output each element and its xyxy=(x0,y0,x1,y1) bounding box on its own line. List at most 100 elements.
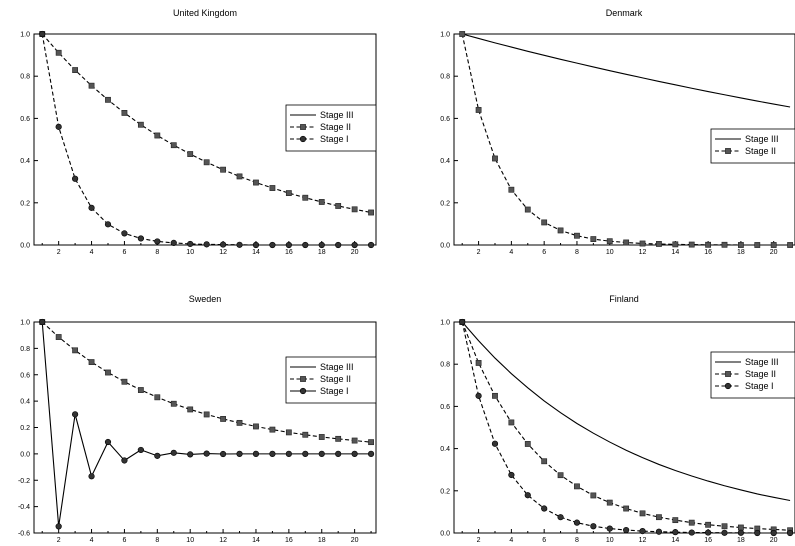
chart-panel-2: Denmark 0.0 0.2 0.4 0.6 0.8 1.0 2 4 6 8 10 12 14 16 18 2… xyxy=(440,8,795,256)
data-point xyxy=(606,499,613,506)
legend-marker xyxy=(299,387,307,395)
data-point xyxy=(252,241,260,249)
data-point xyxy=(285,241,292,249)
y-tick-label: 0.2 xyxy=(20,425,30,432)
data-point xyxy=(367,241,375,249)
data-point xyxy=(459,31,466,37)
y-tick-label: 0.8 xyxy=(20,74,30,81)
legend-marker xyxy=(725,148,731,154)
data-point xyxy=(269,450,276,457)
y-tick-label: 1.0 xyxy=(440,32,450,39)
legend: Stage III Stage II xyxy=(710,128,795,164)
data-point xyxy=(770,529,777,537)
data-point xyxy=(318,241,325,249)
x-tick-label: 2 xyxy=(57,249,61,256)
data-point xyxy=(187,240,194,248)
series-stage-ii xyxy=(459,319,793,534)
data-point xyxy=(754,529,761,537)
x-tick-label: 18 xyxy=(737,537,745,544)
x-tick-label: 20 xyxy=(351,249,359,256)
y-tick-label: 0.2 xyxy=(20,200,30,207)
x-tick-label: 16 xyxy=(285,537,293,544)
x-tick-label: 4 xyxy=(90,537,94,544)
x-tick-label: 8 xyxy=(155,249,159,256)
data-point xyxy=(187,451,194,458)
legend: Stage III Stage II Stage I xyxy=(285,104,377,152)
y-tick-label: 0.6 xyxy=(20,116,30,123)
data-point xyxy=(154,394,161,401)
legend-label: Stage III xyxy=(745,357,779,367)
data-point xyxy=(285,190,292,196)
x-tick-label: 6 xyxy=(122,249,126,256)
data-point xyxy=(88,204,95,211)
data-point xyxy=(590,236,597,242)
x-tick-label: 8 xyxy=(575,249,579,256)
data-point xyxy=(557,227,564,234)
x-tick-label: 18 xyxy=(318,249,326,256)
data-point xyxy=(656,241,662,247)
data-point xyxy=(557,472,564,479)
legend-label: Stage III xyxy=(320,110,354,120)
data-point xyxy=(269,241,276,249)
y-tick-label: 0.6 xyxy=(440,116,450,123)
data-point xyxy=(573,519,581,526)
data-point xyxy=(475,360,482,366)
data-point xyxy=(269,185,276,191)
data-point xyxy=(285,429,292,436)
y-tick-label: 1.0 xyxy=(20,320,30,327)
data-point xyxy=(88,473,95,480)
data-point xyxy=(105,369,111,376)
data-point xyxy=(154,238,161,245)
data-point xyxy=(302,194,309,201)
data-point xyxy=(590,523,597,530)
data-point xyxy=(335,203,342,209)
series-line xyxy=(41,321,372,527)
series-stage-iii xyxy=(461,321,791,502)
data-point xyxy=(252,450,260,457)
data-point xyxy=(590,492,597,499)
x-tick-label: 6 xyxy=(542,537,546,544)
series-stage-ii xyxy=(39,319,374,446)
data-point xyxy=(302,431,309,438)
data-point xyxy=(639,240,646,247)
data-point xyxy=(335,241,342,249)
plot-frame xyxy=(453,321,795,534)
data-point xyxy=(524,492,531,499)
data-point xyxy=(170,142,177,149)
data-point xyxy=(187,406,194,413)
data-point xyxy=(203,159,210,166)
y-tick-label: 0.0 xyxy=(440,243,450,250)
data-point xyxy=(623,505,630,512)
data-point xyxy=(508,419,515,426)
y-tick-label: 0.4 xyxy=(440,158,450,165)
data-point xyxy=(606,238,613,245)
data-point xyxy=(459,318,466,326)
legend-box xyxy=(710,351,795,399)
data-point xyxy=(557,514,564,521)
series-line xyxy=(462,33,791,108)
data-point xyxy=(623,526,630,534)
data-point xyxy=(170,239,177,246)
data-point xyxy=(672,517,679,524)
data-point xyxy=(737,242,744,248)
data-point xyxy=(655,528,663,535)
data-point xyxy=(672,529,679,536)
y-tick-label: 0.6 xyxy=(20,372,30,379)
x-tick-label: 2 xyxy=(477,537,481,544)
legend-marker xyxy=(724,382,732,390)
legend-label: Stage II xyxy=(320,374,351,384)
legend-label: Stage I xyxy=(320,134,349,144)
data-point xyxy=(475,392,482,399)
legend-marker xyxy=(300,376,306,382)
data-point xyxy=(787,242,793,248)
legend-label: Stage II xyxy=(320,122,351,132)
data-point xyxy=(318,199,325,205)
data-point xyxy=(335,435,342,442)
data-point xyxy=(236,241,243,248)
x-tick-label: 20 xyxy=(770,249,778,256)
data-point xyxy=(219,241,227,248)
data-point xyxy=(318,450,325,457)
x-tick-label: 18 xyxy=(318,537,326,544)
data-point xyxy=(302,241,309,249)
data-point xyxy=(318,434,325,440)
